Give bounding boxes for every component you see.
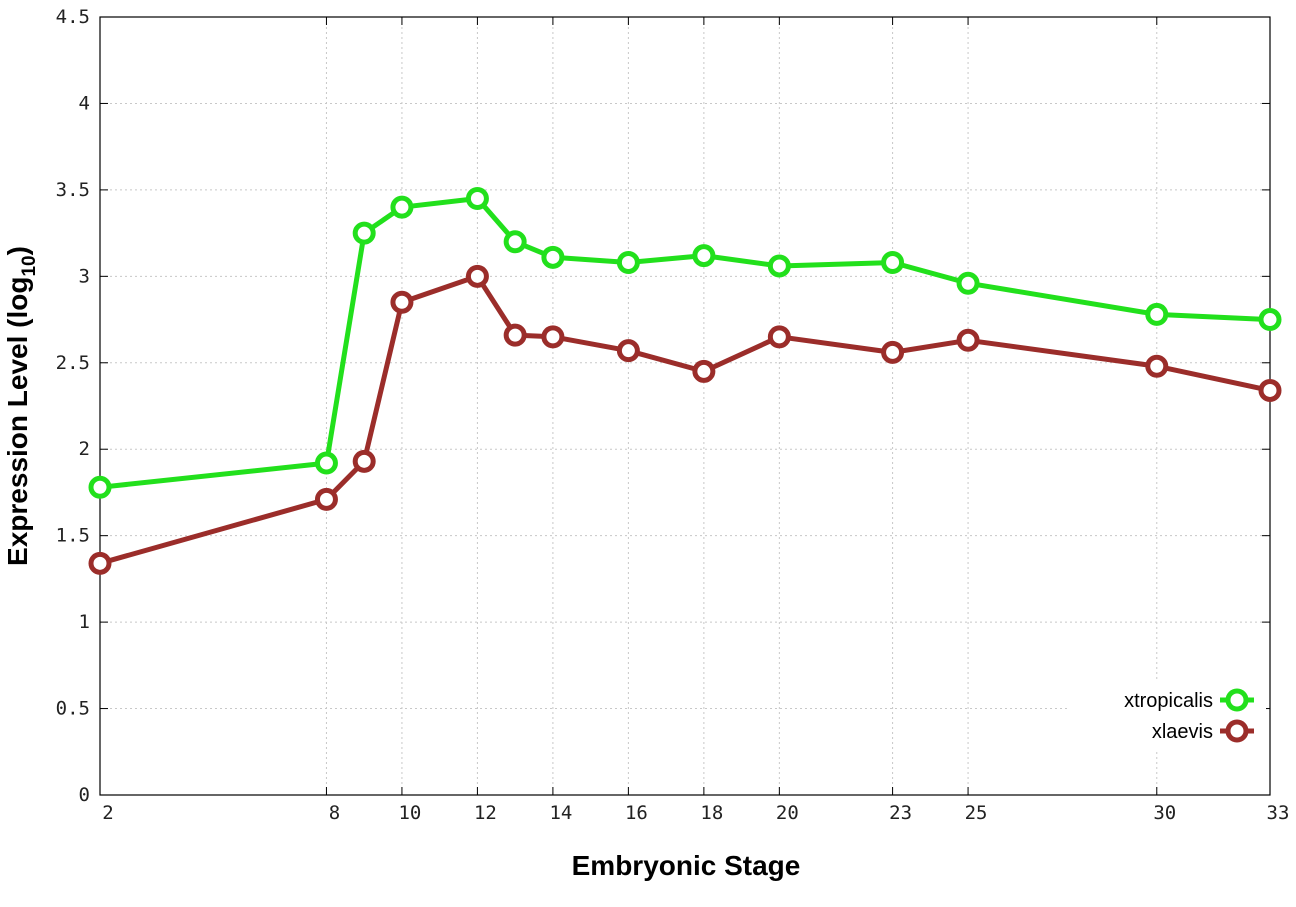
x-tick-label: 33 [1267, 802, 1290, 824]
plot-frame [99, 16, 1271, 796]
data-point-xlaevis [956, 328, 980, 352]
tick-labels: 0 0.5 1 1.5 2 2.5 3 3.5 4 4.5 2 8 10 12 14 16 18 20 23 25 30… [56, 6, 1290, 824]
y-tick-label: 1 [79, 611, 90, 633]
grid [100, 17, 1270, 795]
data-point-xtropicalis [465, 187, 489, 211]
y-tick-label: 4.5 [56, 6, 90, 28]
axis-ticks [99, 16, 1271, 796]
data-point-xtropicalis [541, 245, 565, 269]
y-tick-label: 0.5 [56, 698, 90, 720]
data-point-xlaevis [88, 551, 112, 575]
x-tick-label: 12 [474, 802, 497, 824]
x-tick-label: 10 [398, 802, 421, 824]
data-point-xtropicalis [881, 251, 905, 275]
x-axis-title: Embryonic Stage [572, 850, 801, 881]
x-tick-label: 16 [625, 802, 648, 824]
y-tick-label: 2.5 [56, 352, 90, 374]
data-point-xlaevis [503, 323, 527, 347]
series-line-xlaevis [99, 273, 1271, 566]
y-tick-label: 3.5 [56, 179, 90, 201]
data-point-xlaevis [1145, 354, 1169, 378]
y-axis-title-close: ) [2, 246, 33, 255]
data-point-xlaevis [352, 449, 376, 473]
legend-label-xlaevis: xlaevis [1152, 721, 1213, 743]
series [88, 187, 1282, 575]
data-point-xtropicalis [616, 251, 640, 275]
data-point-xtropicalis [503, 230, 527, 254]
y-tick-label: 3 [79, 265, 90, 287]
x-tick-label: 25 [965, 802, 988, 824]
data-point-xtropicalis [314, 451, 338, 475]
data-point-xtropicalis [1258, 308, 1282, 332]
y-tick-label: 1.5 [56, 525, 90, 547]
data-point-xlaevis [1258, 378, 1282, 402]
data-point-xlaevis [541, 325, 565, 349]
data-point-xlaevis [465, 264, 489, 288]
x-tick-label: 14 [549, 802, 572, 824]
y-tick-label: 4 [79, 92, 90, 114]
data-point-xlaevis [692, 359, 716, 383]
x-tick-label: 8 [329, 802, 340, 824]
x-tick-label: 23 [889, 802, 912, 824]
x-tick-label: 20 [776, 802, 799, 824]
x-tick-label: 18 [700, 802, 723, 824]
data-point-xlaevis [390, 290, 414, 314]
y-tick-label: 2 [79, 438, 90, 460]
x-tick-label: 30 [1153, 802, 1176, 824]
y-axis-title-subscript: 10 [19, 255, 40, 276]
y-axis-title-main: Expression Level (log [2, 277, 33, 566]
y-tick-label: 0 [79, 784, 90, 806]
series-xlaevis [88, 264, 1282, 575]
data-point-xlaevis [314, 487, 338, 511]
data-point-xlaevis [616, 339, 640, 363]
legend-label-xtropicalis: xtropicalis [1124, 690, 1213, 712]
data-point-xtropicalis [1145, 302, 1169, 326]
data-point-xtropicalis [767, 254, 791, 278]
legend-marker-xtropicalis [1225, 688, 1249, 712]
data-point-xtropicalis [692, 244, 716, 268]
legend-marker-xlaevis [1225, 719, 1249, 743]
data-point-xtropicalis [88, 475, 112, 499]
legend: xtropicalis xlaevis [1070, 680, 1266, 752]
series-xtropicalis [88, 187, 1282, 499]
data-point-xlaevis [881, 340, 905, 364]
data-point-xlaevis [767, 325, 791, 349]
data-point-xtropicalis [352, 221, 376, 245]
data-point-xtropicalis [390, 195, 414, 219]
x-tick-label: 2 [102, 802, 113, 824]
data-point-xtropicalis [956, 271, 980, 295]
y-axis-title: Expression Level (log10) [2, 246, 40, 566]
series-line-xtropicalis [99, 196, 1271, 490]
